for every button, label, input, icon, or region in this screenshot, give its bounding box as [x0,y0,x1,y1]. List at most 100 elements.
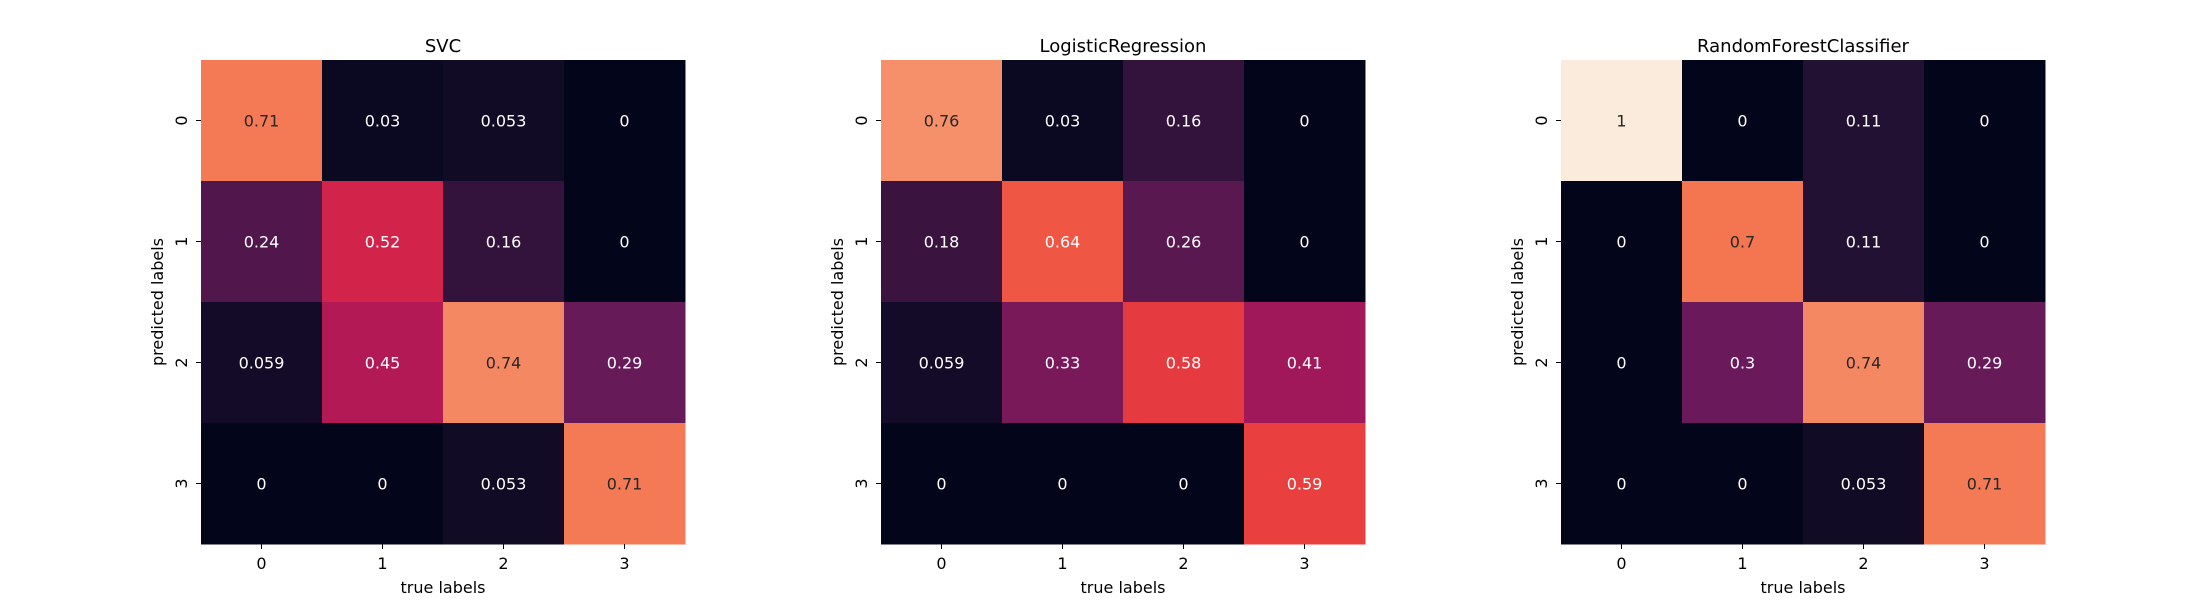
cell-value-label: 0 [1178,475,1188,494]
heatmap-cell [1924,302,2046,424]
heatmap-cell [1002,60,1124,182]
x-tick-label: 1 [1737,554,1747,573]
cell-value-label: 0.76 [924,112,960,131]
y-axis-label: predicted labels [1508,238,1527,366]
cell-value-label: 0 [936,475,946,494]
cell-value-label: 0 [619,233,629,252]
heatmap-cell [881,181,1003,303]
heatmap-cell [881,60,1003,182]
cell-value-label: 0 [1737,112,1747,131]
y-tick-label: 0 [172,115,191,125]
x-tick-label: 0 [1616,554,1626,573]
cell-value-label: 0.29 [607,354,643,373]
cell-value-label: 0.16 [486,233,522,252]
heatmap-cell [1002,423,1124,545]
cell-value-label: 0.58 [1166,354,1202,373]
heatmap-cell [1803,181,1925,303]
heatmap-panel-2: 1 0 0.11 0 0 0.7 0.11 0 0 0.3 0.74 0.29 0 0 0.053 0.71 R… [1508,36,2046,597]
y-axis-label: predicted labels [828,238,847,366]
cell-value-label: 0 [1616,233,1626,252]
x-tick-label: 1 [377,554,387,573]
heatmap-cell [1924,181,2046,303]
heatmap-cell [322,60,444,182]
heatmap-cell [1682,423,1804,545]
heatmap-cell [1123,302,1245,424]
cell-value-label: 0.16 [1166,112,1202,131]
cell-value-label: 0.71 [1967,475,2003,494]
heatmap-cell [1244,423,1366,545]
x-tick-label: 3 [619,554,629,573]
x-tick-label: 0 [256,554,266,573]
cell-value-label: 0.03 [365,112,401,131]
heatmap-cell [564,423,686,545]
x-axis-label: true labels [401,578,486,597]
cell-value-label: 0.26 [1166,233,1202,252]
heatmap-panel-1: 0.76 0.03 0.16 0 0.18 0.64 0.26 0 0.059 0.33 0.58 0… [828,36,1366,597]
y-tick-label: 0 [1532,115,1551,125]
cell-value-label: 0 [1299,112,1309,131]
cell-value-label: 0.11 [1846,112,1882,131]
cell-value-label: 1 [1616,112,1626,131]
cell-value-label: 0.41 [1287,354,1323,373]
heatmap-cell [1682,302,1804,424]
heatmap-cell [1682,60,1804,182]
y-tick-label: 1 [172,236,191,246]
y-tick-label: 3 [1532,478,1551,488]
y-tick-label: 1 [852,236,871,246]
y-tick-label: 2 [172,357,191,367]
cell-value-label: 0.24 [244,233,280,252]
cell-value-label: 0.053 [481,112,527,131]
heatmap-cell [881,423,1003,545]
heatmap-cell [201,302,323,424]
heatmap-cell [201,60,323,182]
heatmap-cell [1924,423,2046,545]
cell-value-label: 0.11 [1846,233,1882,252]
x-tick-label: 2 [1858,554,1868,573]
heatmap-cell [1002,302,1124,424]
cell-value-label: 0 [1616,475,1626,494]
heatmap-cell [201,423,323,545]
heatmap-cell [443,302,565,424]
heatmap-panel-0: 0.71 0.03 0.053 0 0.24 0.52 0.16 0 0.059 0.45 0.74… [148,36,686,597]
heatmap-cell [322,302,444,424]
heatmap-cell [1123,423,1245,545]
y-tick-label: 3 [172,478,191,488]
cell-value-label: 0.33 [1045,354,1081,373]
panel-title: SVC [425,36,461,57]
heatmap-cell [1002,181,1124,303]
cell-value-label: 0 [256,475,266,494]
x-tick-label: 3 [1299,554,1309,573]
cell-value-label: 0.71 [244,112,280,131]
heatmap-cell [1803,302,1925,424]
cell-value-label: 0.053 [481,475,527,494]
heatmap-cell [443,423,565,545]
cell-value-label: 0.64 [1045,233,1081,252]
y-tick-label: 0 [852,115,871,125]
x-axis-label: true labels [1081,578,1166,597]
cell-value-label: 0.059 [239,354,285,373]
y-axis-label: predicted labels [148,238,167,366]
y-tick-label: 2 [1532,357,1551,367]
panel-title: LogisticRegression [1040,36,1207,57]
heatmap-cell [564,60,686,182]
y-tick-label: 1 [1532,236,1551,246]
cell-value-label: 0.29 [1967,354,2003,373]
x-tick-label: 2 [1178,554,1188,573]
heatmap-cell [1123,181,1245,303]
heatmap-cell [322,181,444,303]
cell-value-label: 0.053 [1841,475,1887,494]
cell-value-label: 0.03 [1045,112,1081,131]
cell-value-label: 0.74 [486,354,522,373]
heatmap-cell [564,302,686,424]
heatmap-cell [201,181,323,303]
heatmap-cell [1244,60,1366,182]
heatmap-cell [1803,60,1925,182]
x-tick-label: 1 [1057,554,1067,573]
y-tick-label: 3 [852,478,871,488]
heatmap-cell [1561,60,1683,182]
x-tick-label: 2 [498,554,508,573]
heatmap-cell [1561,181,1683,303]
cell-value-label: 0.52 [365,233,401,252]
cell-value-label: 0 [619,112,629,131]
